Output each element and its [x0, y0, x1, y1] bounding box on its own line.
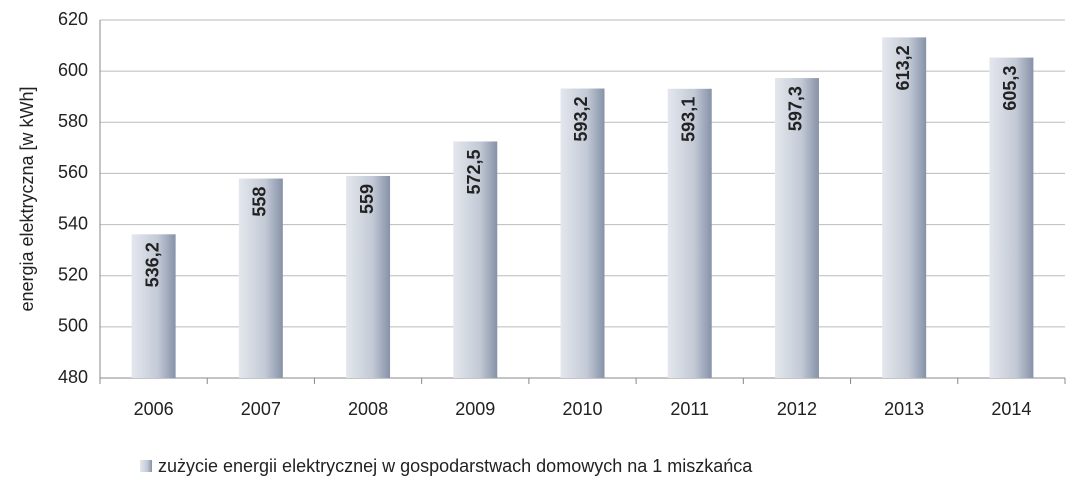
- x-tick-label: 2007: [241, 399, 281, 419]
- x-tick-label: 2013: [884, 399, 924, 419]
- data-label: 605,3: [1000, 66, 1020, 111]
- data-label: 597,3: [786, 86, 806, 131]
- y-tick-label: 500: [58, 316, 88, 336]
- x-tick-label: 2008: [348, 399, 388, 419]
- bar: [667, 88, 712, 378]
- x-tick-label: 2010: [562, 399, 602, 419]
- bar: [238, 178, 283, 378]
- legend-label: zużycie energii elektrycznej w gospodars…: [158, 456, 753, 476]
- x-tick-label: 2014: [991, 399, 1031, 419]
- x-tick-label: 2011: [670, 399, 709, 419]
- bar: [989, 57, 1034, 379]
- data-label: 593,1: [678, 97, 698, 142]
- y-tick-label: 560: [58, 162, 88, 182]
- y-tick-label: 480: [58, 367, 88, 387]
- data-label: 536,2: [142, 242, 162, 287]
- data-label: 572,5: [464, 149, 484, 194]
- x-tick-label: 2012: [777, 399, 817, 419]
- legend-swatch: [140, 460, 152, 472]
- y-tick-label: 520: [58, 264, 88, 284]
- x-tick-label: 2009: [455, 399, 495, 419]
- bar: [453, 141, 498, 378]
- data-label: 558: [250, 187, 270, 217]
- data-label: 593,2: [571, 97, 591, 142]
- data-label: 559: [357, 184, 377, 214]
- y-tick-label: 600: [58, 60, 88, 80]
- bar: [882, 37, 927, 378]
- bar: [774, 78, 819, 378]
- y-tick-label: 620: [58, 9, 88, 29]
- x-tick-label: 2006: [134, 399, 174, 419]
- data-label: 613,2: [893, 45, 913, 90]
- y-axis-label: energia elektryczna [w kWh]: [17, 86, 37, 311]
- bar: [560, 88, 605, 378]
- bar: [131, 234, 176, 378]
- y-tick-label: 540: [58, 213, 88, 233]
- bar: [346, 175, 391, 378]
- y-tick-label: 580: [58, 111, 88, 131]
